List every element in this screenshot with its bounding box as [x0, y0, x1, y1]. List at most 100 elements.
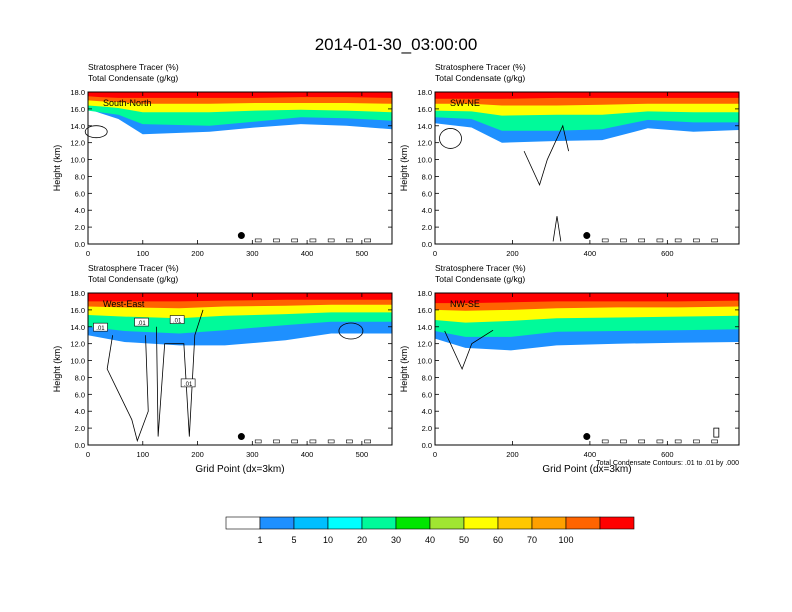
colorbar-label: 30: [391, 535, 401, 545]
contour-line: [693, 238, 700, 243]
y-tick-label: 2.0: [422, 223, 432, 232]
y-axis-label: Height (km): [399, 346, 409, 393]
location-marker: [237, 433, 245, 441]
y-tick-label: 2.0: [75, 424, 85, 433]
contour-line: [601, 238, 609, 243]
contour-line: [273, 439, 280, 444]
section-label: SW-NE: [450, 98, 480, 108]
colorbar-swatch: [293, 516, 329, 530]
contour-line: [327, 439, 335, 444]
y-tick-label: 8.0: [422, 172, 432, 181]
y-tick-label: 14.0: [70, 122, 85, 131]
y-tick-label: 0.0: [422, 441, 432, 450]
y-axis-label: Height (km): [52, 145, 62, 192]
x-tick-label: 400: [584, 249, 597, 258]
contour-line: [674, 439, 682, 444]
y-tick-label: 16.0: [417, 105, 432, 114]
x-axis-label: Grid Point (dx=3km): [195, 464, 284, 475]
band-red: [88, 293, 392, 302]
panel-field-label: Total Condensate (g/kg): [435, 274, 525, 284]
colorbar-label: 70: [527, 535, 537, 545]
colorbar-swatch: [361, 516, 397, 530]
panel-top-left: 0.0 2.0 4.0 6.0 8.0 10.0 12.0 14.0 16.0 18.0 0 100 2…: [52, 62, 393, 258]
contour-line: [291, 238, 298, 243]
x-tick-label: 200: [506, 450, 519, 459]
y-axis-label: Height (km): [399, 145, 409, 192]
panel-field-label: Stratosphere Tracer (%): [435, 62, 526, 72]
colorbar-label: 50: [459, 535, 469, 545]
y-tick-label: 14.0: [70, 323, 85, 332]
contour-label-box: [134, 317, 149, 327]
colorbar-swatch: [497, 516, 533, 530]
x-tick-label: 300: [246, 249, 259, 258]
colorbar-swatch: [395, 516, 431, 530]
x-tick-label: 300: [246, 450, 259, 459]
y-tick-label: 8.0: [75, 172, 85, 181]
y-tick-label: 6.0: [422, 189, 432, 198]
contour-line: [439, 128, 462, 149]
colorbar-swatch: [259, 516, 295, 530]
contour-line: [601, 439, 609, 444]
panel-field-label: Stratosphere Tracer (%): [435, 263, 526, 273]
plot-frame: [87, 292, 393, 446]
section-label: NW-SE: [450, 299, 480, 309]
colorbar: 1 5 10 20 30 40 50 60 70 100: [225, 516, 635, 545]
y-tick-label: 4.0: [75, 206, 85, 215]
x-tick-label: 500: [356, 450, 369, 459]
y-tick-label: 2.0: [422, 424, 432, 433]
colorbar-label: 10: [323, 535, 333, 545]
contour-line: [254, 439, 262, 444]
contour-line: [693, 439, 700, 444]
colorbar-swatch: [565, 516, 601, 530]
colorbar-swatch: [327, 516, 363, 530]
contour-line: [711, 238, 718, 243]
x-tick-label: 200: [191, 450, 204, 459]
contour-line: [338, 322, 364, 340]
contour-label: .01: [137, 321, 146, 327]
y-tick-label: 8.0: [422, 373, 432, 382]
contour-line: [656, 238, 664, 243]
contour-line: [444, 329, 494, 371]
plot-frame: [434, 91, 740, 245]
x-tick-label: 200: [506, 249, 519, 258]
y-tick-label: 14.0: [417, 323, 432, 332]
location-marker: [583, 433, 591, 441]
colorbar-swatch: [429, 516, 465, 530]
y-tick-label: 6.0: [75, 390, 85, 399]
panel-field-label: Total Condensate (g/kg): [435, 73, 525, 83]
x-tick-label: 600: [661, 249, 674, 258]
x-axis-label: Grid Point (dx=3km): [542, 464, 631, 475]
y-tick-label: 0.0: [75, 441, 85, 450]
y-tick-label: 14.0: [417, 122, 432, 131]
x-tick-label: 600: [661, 450, 674, 459]
contour-line: [711, 439, 718, 444]
contour-label-box: [180, 378, 196, 388]
y-tick-label: 16.0: [70, 306, 85, 315]
y-tick-label: 16.0: [70, 105, 85, 114]
contour-line: [346, 238, 353, 243]
band-red: [435, 293, 739, 304]
colorbar-label: 1: [257, 535, 262, 545]
contour-line: [309, 439, 317, 444]
panel-field-label: Stratosphere Tracer (%): [88, 62, 179, 72]
x-tick-label: 100: [137, 249, 150, 258]
colorbar-swatch: [463, 516, 499, 530]
contour-line: [713, 427, 720, 438]
contour-line: [309, 238, 317, 243]
y-tick-label: 2.0: [75, 223, 85, 232]
colorbar-label: 100: [558, 535, 573, 545]
x-tick-label: 0: [433, 249, 437, 258]
contour-line: [364, 238, 371, 243]
panel-field-label: Total Condensate (g/kg): [88, 73, 178, 83]
x-tick-label: 0: [433, 450, 437, 459]
contour-label-box: [93, 322, 108, 332]
band-red: [88, 92, 392, 98]
y-tick-label: 18.0: [70, 289, 85, 298]
contour-line: [346, 439, 353, 444]
contour-label: .01: [173, 319, 182, 325]
contour-line: [364, 439, 371, 444]
x-tick-label: 400: [584, 450, 597, 459]
y-tick-label: 16.0: [417, 306, 432, 315]
y-tick-label: 18.0: [70, 88, 85, 97]
